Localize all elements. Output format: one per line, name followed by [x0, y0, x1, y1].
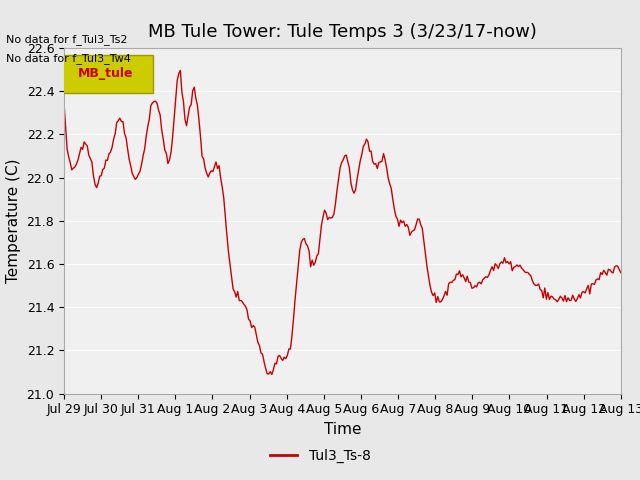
Text: MB_tule: MB_tule: [78, 67, 134, 81]
Y-axis label: Temperature (C): Temperature (C): [6, 158, 21, 283]
Title: MB Tule Tower: Tule Temps 3 (3/23/17-now): MB Tule Tower: Tule Temps 3 (3/23/17-now…: [148, 23, 537, 41]
Text: No data for f_Tul3_Tw4: No data for f_Tul3_Tw4: [6, 53, 131, 64]
Legend: Tul3_Ts-8: Tul3_Ts-8: [264, 443, 376, 468]
Text: No data for f_Tul3_Ts2: No data for f_Tul3_Ts2: [6, 34, 128, 45]
FancyBboxPatch shape: [58, 55, 153, 93]
X-axis label: Time: Time: [324, 422, 361, 437]
